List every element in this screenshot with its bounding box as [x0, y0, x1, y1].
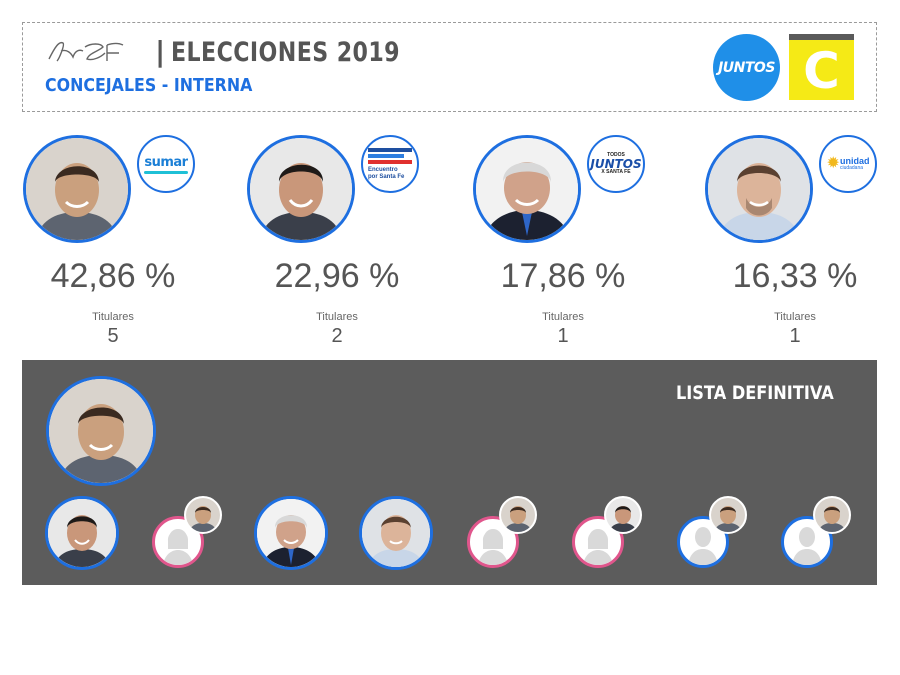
titulares-label: Titulares [542, 311, 584, 323]
list-slot [777, 496, 853, 572]
list-slot [148, 496, 224, 572]
panel-title: LISTA DEFINITIVA [676, 382, 834, 404]
titulares-count: 5 [107, 325, 119, 347]
titulares-count: 1 [789, 325, 801, 347]
slot-mini-photo [709, 496, 747, 534]
signature-logo [48, 41, 124, 62]
titulares-label: Titulares [774, 311, 816, 323]
candidate-card: TODOS JUNTOS X SANTA FE 17,86 % Titulare… [473, 135, 653, 350]
lista-definitiva-panel: LISTA DEFINITIVA [22, 360, 877, 585]
male-placeholder-icon [677, 516, 729, 568]
slot-photo [45, 496, 119, 570]
header-banner: | ELECCIONES 2019 CONCEJALES - INTERNA J… [22, 22, 877, 112]
titulares-label: Titulares [92, 311, 134, 323]
slot-mini-photo [813, 496, 851, 534]
candidate-card: ✹ unidad ciudadana 16,33 % Titulares 1 [705, 135, 885, 350]
candidate-photo [473, 135, 581, 243]
female-placeholder-icon [572, 516, 624, 568]
title-separator: | [155, 35, 166, 68]
list-slot [359, 496, 435, 572]
candidate-percent: 17,86 % [500, 257, 626, 295]
encuentro-logo: Encuentro por Santa Fe [361, 135, 419, 193]
list-slot [254, 496, 330, 572]
candidate-percent: 22,96 % [274, 257, 400, 295]
candidate-photo [705, 135, 813, 243]
list-slot [568, 496, 644, 572]
list-slot [673, 496, 749, 572]
candidate-photo [23, 135, 131, 243]
unidad-ciudadana-logo: ✹ unidad ciudadana [819, 135, 877, 193]
page-title: ELECCIONES 2019 [171, 37, 400, 68]
slot-mini-photo [499, 496, 537, 534]
titulares-label: Titulares [316, 311, 358, 323]
slot-photo [359, 496, 433, 570]
titulares-count: 1 [557, 325, 569, 347]
candidate-card: sumar 42,86 % Titulares 5 [23, 135, 203, 350]
titulares-count: 2 [331, 325, 343, 347]
list-slot [463, 496, 539, 572]
slot-photo [254, 496, 328, 570]
slot-mini-photo [604, 496, 642, 534]
slot-mini-photo [184, 496, 222, 534]
juntos-party-logo: TODOS JUNTOS X SANTA FE [587, 135, 645, 193]
sun-icon: ✹ [826, 155, 840, 172]
list-slot [45, 496, 121, 572]
candidate-photo [247, 135, 355, 243]
sumar-logo: sumar [137, 135, 195, 193]
candidate-card: Encuentro por Santa Fe 22,96 % Titulares… [247, 135, 427, 350]
candidate-percent: 16,33 % [732, 257, 858, 295]
candidate-percent: 42,86 % [50, 257, 176, 295]
c-logo: C [789, 34, 854, 100]
male-placeholder-icon [781, 516, 833, 568]
juntos-logo: JUNTOS [713, 34, 780, 101]
head-of-list-photo [46, 376, 156, 486]
page-subtitle: CONCEJALES - INTERNA [45, 75, 253, 96]
